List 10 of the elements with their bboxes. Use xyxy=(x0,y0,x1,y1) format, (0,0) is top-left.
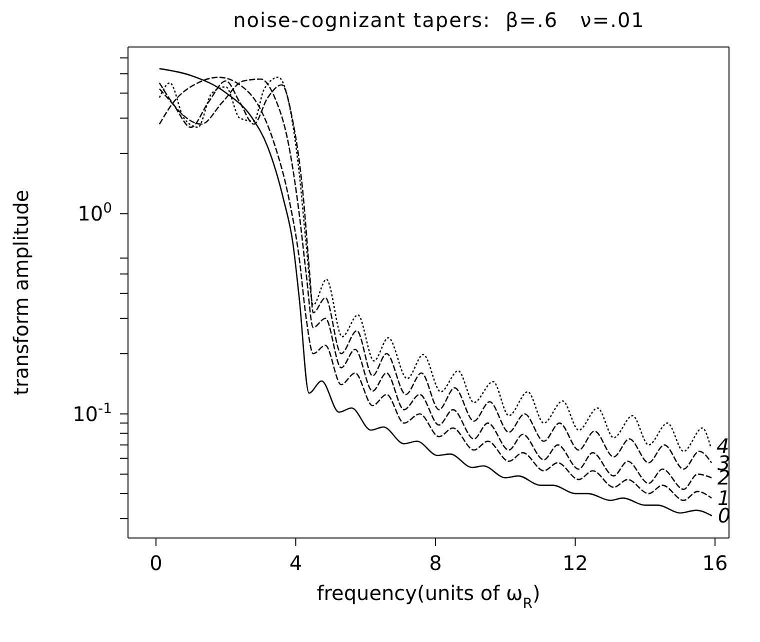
y-tick-label: 10$^{-1}$ xyxy=(72,400,112,426)
x-tick-label: 8 xyxy=(429,551,442,575)
y-tick-label: 10$^{0}$ xyxy=(78,200,112,226)
chart-title: noise-cognizant tapers: β=.6 ν=.01 xyxy=(232,8,646,34)
x-tick-label: 4 xyxy=(289,551,302,575)
x-tick-label: 0 xyxy=(150,551,162,575)
x-tick-label: 12 xyxy=(562,551,588,575)
y-axis-title: transform amplitude xyxy=(9,190,33,396)
x-tick-label: 16 xyxy=(702,551,728,575)
x-axis-title: frequency(units of ω$_{R}$) xyxy=(316,581,540,612)
